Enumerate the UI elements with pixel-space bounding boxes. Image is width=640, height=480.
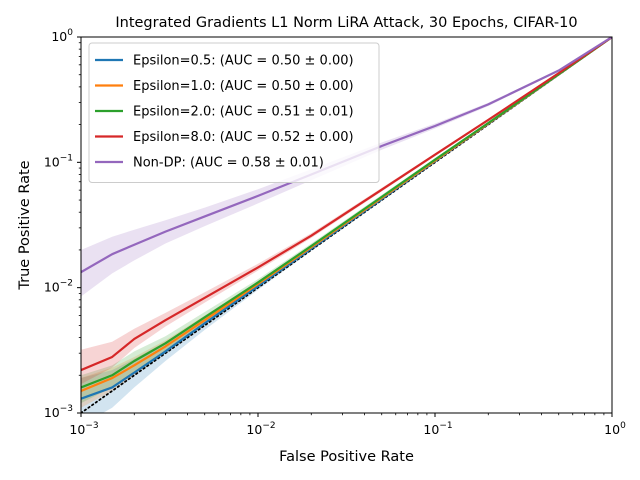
band-series-3	[81, 37, 612, 385]
x-tick-label: 10−1	[423, 421, 452, 437]
legend-entry: Epsilon=1.0: (AUC = 0.50 ± 0.00)	[133, 79, 354, 94]
x-tick-label: 10−3	[69, 421, 98, 437]
line-series-2	[81, 37, 612, 389]
legend-entry: Epsilon=0.5: (AUC = 0.50 ± 0.00)	[133, 54, 354, 69]
legend-box	[88, 42, 380, 183]
y-tick-label: 100	[51, 28, 73, 44]
axis-ticks: 10−3 10−2 10−1 100 10−3 10−2 10−1 100	[44, 28, 626, 437]
y-tick-label: 10−1	[44, 153, 73, 169]
chart-title: Integrated Gradients L1 Norm LiRA Attack…	[115, 15, 577, 31]
y-axis-label: True Positive Rate	[17, 160, 33, 290]
legend-entry: Epsilon=8.0: (AUC = 0.52 ± 0.00)	[133, 130, 354, 145]
legend: Epsilon=0.5: (AUC = 0.50 ± 0.00) Epsilon=…	[88, 42, 380, 183]
y-tick-label: 10−2	[44, 279, 73, 295]
line-series-3	[81, 37, 612, 372]
x-tick-label: 100	[604, 421, 626, 437]
plot-frame	[80, 36, 613, 414]
legend-entry: Epsilon=2.0: (AUC = 0.51 ± 0.01)	[133, 105, 354, 120]
x-tick-label: 10−2	[246, 421, 275, 437]
series-lines	[81, 37, 612, 400]
y-tick-label: 10−3	[44, 404, 73, 420]
line-series-4	[81, 37, 612, 274]
x-axis-label: False Positive Rate	[279, 449, 414, 465]
legend-entry: Non-DP: (AUC = 0.58 ± 0.01)	[133, 156, 324, 171]
